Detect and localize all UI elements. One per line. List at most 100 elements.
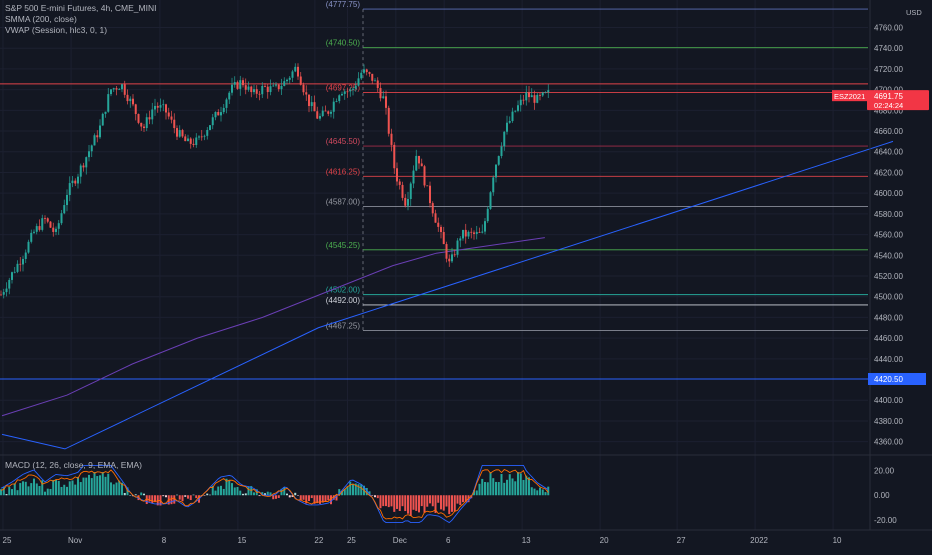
candle[interactable] xyxy=(118,88,121,91)
candle[interactable] xyxy=(13,267,16,274)
candle[interactable] xyxy=(445,241,448,263)
candle[interactable] xyxy=(167,107,170,120)
candle[interactable] xyxy=(423,164,426,188)
candle[interactable] xyxy=(473,230,475,240)
candle[interactable] xyxy=(420,158,423,167)
candle[interactable] xyxy=(484,217,486,235)
candle[interactable] xyxy=(440,224,442,239)
candle[interactable] xyxy=(49,221,52,229)
candle[interactable] xyxy=(38,219,41,232)
candle[interactable] xyxy=(492,175,495,196)
candle[interactable] xyxy=(275,82,277,88)
candle[interactable] xyxy=(319,113,321,121)
candle[interactable] xyxy=(16,260,19,274)
candle[interactable] xyxy=(170,110,173,124)
candle[interactable] xyxy=(437,217,440,232)
candle[interactable] xyxy=(129,96,132,108)
candle[interactable] xyxy=(79,163,82,184)
candle[interactable] xyxy=(214,111,217,121)
candle[interactable] xyxy=(489,191,492,210)
candle[interactable] xyxy=(104,111,107,118)
candle[interactable] xyxy=(379,82,382,102)
candle[interactable] xyxy=(239,75,242,96)
candle[interactable] xyxy=(82,162,85,172)
candle[interactable] xyxy=(288,76,291,84)
candle[interactable] xyxy=(0,290,2,296)
candle[interactable] xyxy=(272,82,275,87)
candle[interactable] xyxy=(93,133,96,146)
candle[interactable] xyxy=(354,81,357,92)
candle[interactable] xyxy=(360,69,363,80)
candle[interactable] xyxy=(453,249,456,257)
candle[interactable] xyxy=(464,223,467,244)
candle[interactable] xyxy=(209,124,211,131)
candle[interactable] xyxy=(189,137,192,149)
candle[interactable] xyxy=(299,72,302,86)
candle[interactable] xyxy=(11,271,13,284)
candle[interactable] xyxy=(536,93,539,104)
candle[interactable] xyxy=(294,63,297,73)
candle[interactable] xyxy=(115,86,118,96)
candle[interactable] xyxy=(280,78,283,96)
candle[interactable] xyxy=(431,201,434,217)
candle[interactable] xyxy=(412,165,415,189)
candle[interactable] xyxy=(159,98,162,112)
candle[interactable] xyxy=(162,99,165,112)
candle[interactable] xyxy=(467,230,470,239)
candle[interactable] xyxy=(132,94,134,107)
candle[interactable] xyxy=(60,210,63,226)
candle[interactable] xyxy=(250,85,253,98)
candle[interactable] xyxy=(181,128,184,138)
candle[interactable] xyxy=(77,173,79,189)
candle[interactable] xyxy=(310,95,313,112)
symbol-line[interactable]: S&P 500 E-mini Futures, 4h, CME_MINI xyxy=(5,3,157,13)
candle[interactable] xyxy=(393,142,396,174)
candle[interactable] xyxy=(297,63,299,80)
candle[interactable] xyxy=(101,112,104,126)
candle[interactable] xyxy=(404,194,407,208)
candle[interactable] xyxy=(470,227,473,239)
candle[interactable] xyxy=(41,214,44,232)
candle[interactable] xyxy=(514,110,517,113)
candle[interactable] xyxy=(376,77,379,93)
candle[interactable] xyxy=(19,257,22,272)
candle[interactable] xyxy=(222,104,225,115)
candle[interactable] xyxy=(530,88,533,98)
candle[interactable] xyxy=(121,83,123,93)
smma-legend[interactable]: SMMA (200, close) xyxy=(5,14,77,24)
candle[interactable] xyxy=(327,110,330,117)
candle[interactable] xyxy=(192,138,195,148)
candle[interactable] xyxy=(200,129,203,141)
candle[interactable] xyxy=(5,282,8,297)
candle[interactable] xyxy=(357,72,360,87)
candle[interactable] xyxy=(321,106,324,118)
candle[interactable] xyxy=(225,97,228,114)
candle[interactable] xyxy=(429,181,431,208)
candle[interactable] xyxy=(68,176,71,202)
candle[interactable] xyxy=(503,131,506,151)
candles[interactable] xyxy=(0,63,550,299)
candle[interactable] xyxy=(156,102,159,113)
candle[interactable] xyxy=(148,110,151,125)
candle[interactable] xyxy=(426,185,429,187)
candle[interactable] xyxy=(151,102,154,125)
candle[interactable] xyxy=(44,215,46,224)
candle[interactable] xyxy=(401,181,404,201)
candle[interactable] xyxy=(363,64,365,75)
candle[interactable] xyxy=(368,71,371,77)
candle[interactable] xyxy=(112,87,115,92)
candle[interactable] xyxy=(231,77,233,96)
candle[interactable] xyxy=(123,80,126,98)
candle[interactable] xyxy=(528,86,530,103)
candle[interactable] xyxy=(140,122,143,131)
candle[interactable] xyxy=(233,76,236,88)
candle[interactable] xyxy=(459,236,462,248)
candle[interactable] xyxy=(244,78,247,95)
candle[interactable] xyxy=(255,85,258,98)
candle[interactable] xyxy=(365,68,368,76)
candle[interactable] xyxy=(242,77,244,88)
candle[interactable] xyxy=(506,115,508,135)
candle[interactable] xyxy=(415,149,418,172)
